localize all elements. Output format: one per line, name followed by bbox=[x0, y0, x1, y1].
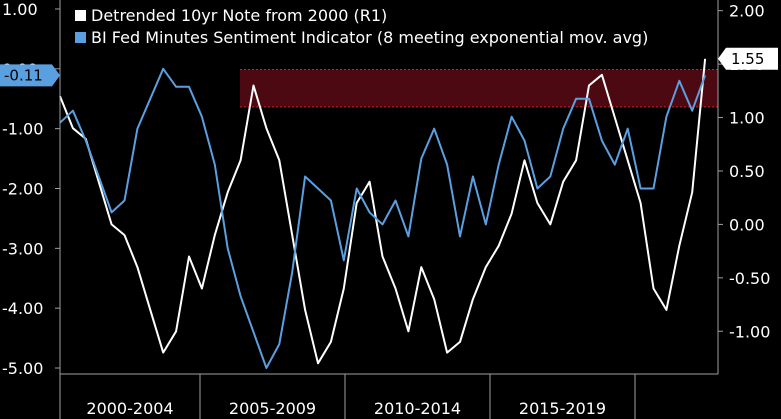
x-tick-label: 2005-2009 bbox=[229, 399, 316, 418]
right-tick-label: 0.50 bbox=[729, 162, 765, 181]
band-layer bbox=[240, 68, 718, 108]
left-tick-label: -1.00 bbox=[2, 120, 43, 139]
left-tick-label: -4.00 bbox=[2, 299, 43, 318]
legend-swatch bbox=[75, 32, 86, 43]
series-line-fed-sentiment bbox=[59, 67, 707, 369]
right-tick-label: 2.00 bbox=[729, 2, 765, 21]
x-tick-label: 2010-2014 bbox=[374, 399, 461, 418]
left-tick-label: -3.00 bbox=[2, 239, 43, 258]
last-value-tag-right bbox=[718, 47, 778, 70]
x-tick-label: 2000-2004 bbox=[86, 399, 173, 418]
left-tick-label: -2.00 bbox=[2, 179, 43, 198]
legend-entry: Detrended 10yr Note from 2000 (R1) bbox=[91, 6, 387, 25]
right-tick-label: -1.00 bbox=[729, 322, 770, 341]
legend-entry: BI Fed Minutes Sentiment Indicator (8 me… bbox=[91, 28, 648, 47]
right-tick-label: -0.50 bbox=[729, 269, 770, 288]
x-tick-label: 2015-2019 bbox=[519, 399, 606, 418]
last-value-tag-left bbox=[0, 64, 60, 87]
series-line-detrended-10yr bbox=[59, 58, 707, 365]
left-tick-label: -5.00 bbox=[2, 359, 43, 378]
highlight-band bbox=[240, 69, 718, 107]
legend-layer: Detrended 10yr Note from 2000 (R1) BI Fed… bbox=[75, 6, 648, 47]
last-value-label-left: -0.11 bbox=[4, 66, 43, 84]
series-layer bbox=[59, 58, 707, 369]
right-tick-label: 0.00 bbox=[729, 215, 765, 234]
last-value-label-right: 1.55 bbox=[731, 50, 764, 68]
right-tick-label: 1.00 bbox=[729, 109, 765, 128]
left-tick-label: 1.00 bbox=[2, 0, 38, 19]
legend-swatch bbox=[75, 10, 86, 21]
tag-layer: 1.55 -0.11 bbox=[0, 47, 778, 87]
